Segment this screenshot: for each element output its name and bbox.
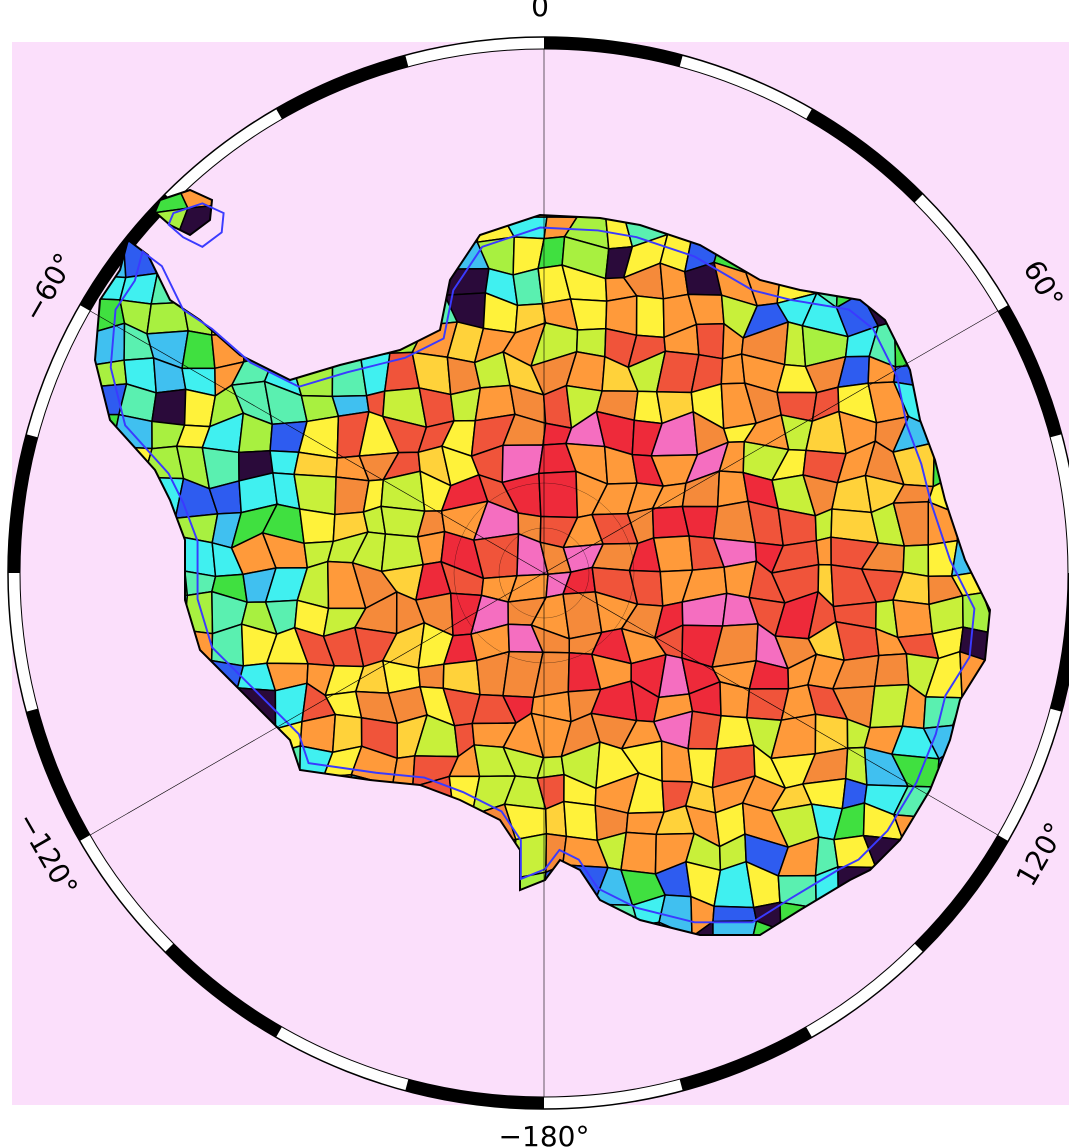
basin-cell xyxy=(688,711,721,749)
basin-cell xyxy=(513,268,542,305)
basin-cell xyxy=(816,537,831,565)
basin-cell xyxy=(721,354,744,384)
basin-cell xyxy=(418,664,443,688)
basin-cell xyxy=(564,801,597,840)
basin-cell xyxy=(893,600,932,637)
basin-cell xyxy=(654,536,693,572)
basin-cell xyxy=(418,532,445,565)
basin-cell xyxy=(152,389,186,425)
basin-cell xyxy=(903,545,928,576)
longitude-label: −180° xyxy=(499,1120,590,1148)
basin-cell xyxy=(300,509,335,543)
basin-cell xyxy=(778,509,816,546)
basin-cell xyxy=(571,299,607,330)
map: 0 60° 120° −180° −120° −60° xyxy=(0,0,1069,1148)
basin-cell xyxy=(637,296,664,337)
longitude-label: 0 xyxy=(531,0,549,23)
basin-cell xyxy=(836,622,879,660)
basin-cell xyxy=(539,471,578,517)
basin-cell xyxy=(182,331,215,369)
basin-cell xyxy=(815,714,847,753)
basin-cell xyxy=(720,682,749,718)
basin-cell xyxy=(621,832,656,873)
basin-cell xyxy=(713,906,757,921)
basin-cell xyxy=(875,654,909,686)
basin-cell xyxy=(696,324,724,359)
